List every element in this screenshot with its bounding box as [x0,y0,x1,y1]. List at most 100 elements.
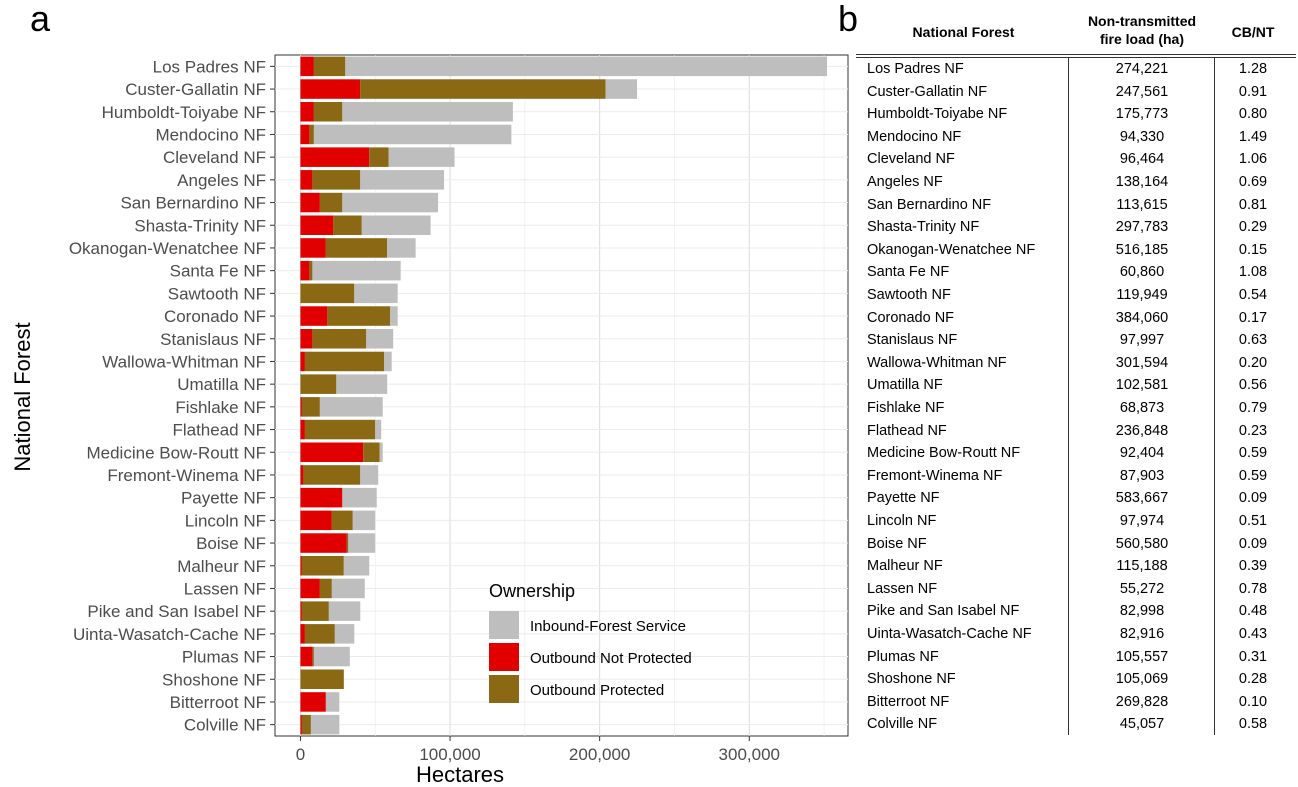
cell-forest: Colville NF [867,716,938,733]
bar-segment [360,79,606,99]
bar-segment [387,238,416,258]
bar-segment [300,669,344,690]
table-row: Plumas NF 105,557 0.31 [856,647,1296,670]
cell-ratio: 0.69 [1238,174,1268,190]
bar-segment [327,306,391,326]
cell-forest: Okanogan-Wenatchee NF [867,241,1036,258]
table-row: Flathead NF 236,848 0.23 [856,421,1296,444]
cell-ratio: 0.43 [1238,626,1268,642]
bar-segment [361,215,431,236]
y-tick-label: Lassen NF [184,579,266,598]
table-row: Humboldt-Toiyabe NF 175,773 0.80 [856,104,1296,127]
legend-label: Outbound Protected [530,682,664,699]
cell-ratio: 1.08 [1238,264,1268,281]
cell-ratio: 0.10 [1238,693,1268,710]
legend-label: Outbound Not Protected [530,650,692,667]
table-row: Bitterroot NF 269,828 0.10 [856,692,1296,715]
cell-ratio: 0.58 [1238,716,1268,733]
bar-segment [300,442,364,463]
y-tick-label: Pike and San Isabel NF [87,602,266,621]
cell-forest: Mendocino NF [867,128,962,145]
x-axis-title: Hectares [416,762,504,787]
table-row: Cleveland NF 96,464 1.06 [856,149,1296,172]
bar-segment [333,215,362,236]
bar-segment [300,601,302,621]
y-tick-label: Shasta-Trinity NF [134,216,266,235]
bar-segment [300,510,332,531]
cell-load: 105,069 [1115,671,1169,688]
table-row: Pike and San Isabel NF 82,998 0.48 [856,601,1296,624]
bar-segment [300,101,314,122]
y-tick-label: Coronado NF [164,307,266,326]
bar-segment [304,624,335,644]
cell-ratio: 0.39 [1238,558,1268,575]
cell-forest: Payette NF [867,490,940,507]
table-row: Sawtooth NF 119,949 0.54 [856,285,1296,308]
y-tick-label: Umatilla NF [177,375,266,394]
table-row: Medicine Bow-Routt NF 92,404 0.59 [856,443,1296,466]
bar-segment [390,306,398,326]
y-tick-label: Fishlake NF [175,398,266,417]
y-tick-label: Okanogan-Wenatchee NF [69,239,266,258]
cell-ratio: 0.48 [1238,603,1268,620]
y-tick-label: Uinta-Wasatch-Cache NF [73,625,266,644]
y-tick-labels: Los Padres NF Custer-Gallatin NF Humboldt-… [69,57,275,735]
bar-segment [312,328,367,349]
bar-segment [309,260,313,281]
panel-a-label: a [30,0,51,39]
cell-ratio: 1.49 [1238,128,1268,145]
cell-forest: Malheur NF [867,558,943,575]
table-row: Shasta-Trinity NF 297,783 0.29 [856,217,1296,240]
cell-ratio: 0.79 [1238,400,1268,416]
legend: Ownership Inbound-Forest Service Outbound… [489,581,692,703]
cell-load: 97,974 [1119,513,1165,529]
cell-ratio: 0.91 [1238,83,1268,100]
bar-segment [300,56,314,77]
cell-load: 68,873 [1119,400,1165,416]
y-tick-label: Wallowa-Whitman NF [102,352,266,371]
cell-forest: Shasta-Trinity NF [867,219,980,236]
cell-load: 516,185 [1115,241,1169,258]
y-tick-label: Fremont-Winema NF [107,466,266,485]
cell-ratio: 0.20 [1238,354,1268,371]
y-tick-label: Stanislaus NF [160,330,266,349]
cell-forest: Humboldt-Toiyabe NF [867,106,1008,123]
bar-segment [300,714,302,735]
table-row: Lincoln NF 97,974 0.51 [856,511,1296,534]
table-row: Lassen NF 55,272 0.78 [856,579,1296,602]
cell-ratio: 0.29 [1238,219,1268,236]
cell-forest: Angeles NF [867,174,943,190]
bar-segment [300,306,328,326]
bar-segment [300,374,337,394]
legend-swatch [489,611,519,639]
cell-load: 94,330 [1119,128,1165,145]
bar-segment [300,260,310,281]
bar-segment [348,533,376,553]
cell-forest: Wallowa-Whitman NF [867,354,1007,371]
y-tick-label: Sawtooth NF [168,284,266,303]
y-axis-title: National Forest [10,322,35,471]
bar-segment [300,215,334,236]
bar-segment [379,442,383,463]
bar-segment [312,646,314,667]
bar-segment [300,419,305,440]
bar-segment [300,283,355,304]
bar-segment [343,555,370,576]
cell-ratio: 0.56 [1238,377,1268,394]
x-tick-label: 0 [296,745,305,764]
cell-ratio: 0.51 [1238,513,1268,529]
cell-forest: Cleveland NF [867,151,955,168]
y-tick-label: Shoshone NF [162,670,266,689]
cell-ratio: 0.23 [1238,422,1268,439]
table-row: Los Padres NF 274,221 1.28 [856,59,1296,82]
bar-segment [342,487,377,508]
header-load: Non-transmitted fire load (ha) [1070,12,1214,48]
cell-forest: Bitterroot NF [867,693,950,710]
legend-title: Ownership [489,581,575,601]
bar-segment [331,510,353,531]
column-divider-1 [1068,58,1069,735]
cell-forest: Shoshone NF [867,671,956,688]
cell-forest: Lincoln NF [867,513,937,529]
table-row: Malheur NF 115,188 0.39 [856,556,1296,579]
cell-forest: Santa Fe NF [867,264,950,281]
